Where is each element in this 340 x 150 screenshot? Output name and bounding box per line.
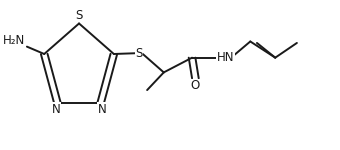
Text: HN: HN: [217, 51, 234, 64]
Text: N: N: [51, 103, 60, 116]
Text: N: N: [98, 103, 107, 116]
Text: O: O: [191, 79, 200, 92]
Text: H₂N: H₂N: [3, 34, 26, 47]
Text: S: S: [75, 9, 83, 22]
Text: S: S: [135, 47, 142, 60]
